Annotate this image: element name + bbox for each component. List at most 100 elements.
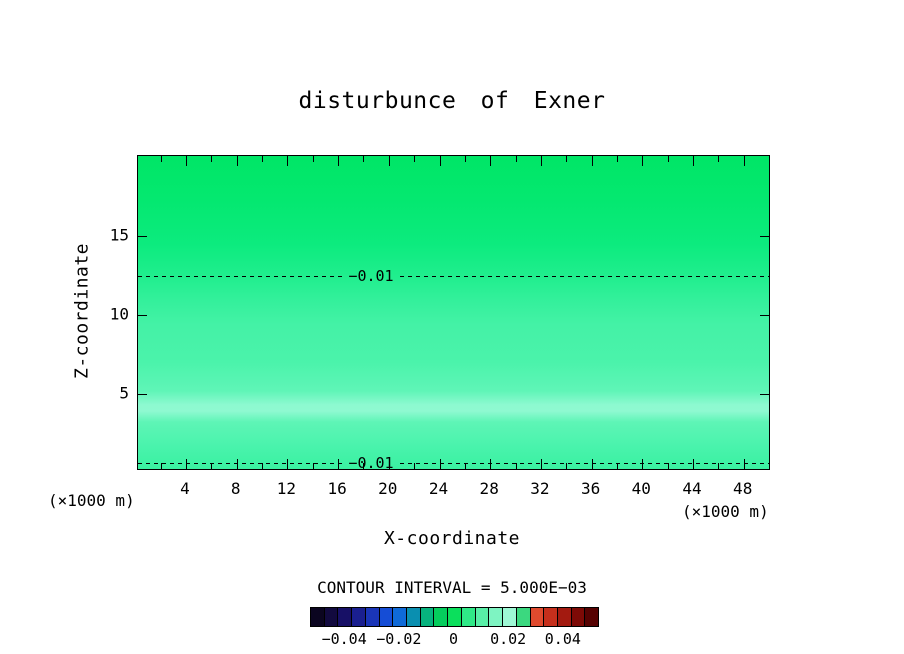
contour-line: [400, 462, 769, 464]
colorbar-tick-label: −0.04: [321, 630, 367, 648]
axis-tick: [515, 156, 517, 162]
colorbar-segment: [461, 608, 476, 626]
axis-tick: [540, 156, 542, 166]
axis-tick: [566, 463, 568, 469]
axis-tick: [236, 156, 238, 166]
y-axis-label: Z-coordinate: [71, 242, 93, 380]
contour-line: [138, 462, 342, 464]
contour-interval-text: CONTOUR INTERVAL = 5.000E−03: [317, 578, 587, 597]
axis-tick: [591, 156, 593, 166]
axis-tick: [363, 156, 365, 162]
axis-tick: [262, 156, 264, 162]
contour-line: [138, 275, 342, 277]
colorbar-segment: [475, 608, 490, 626]
axis-tick: [591, 459, 593, 469]
axis-tick: [338, 156, 340, 166]
axis-tick: [363, 463, 365, 469]
x-tick-label: 16: [327, 479, 347, 498]
colorbar-tick-label: 0: [448, 630, 459, 648]
axis-tick: [642, 459, 644, 469]
axis-tick: [760, 315, 769, 316]
axis-tick: [718, 156, 720, 162]
axis-tick: [464, 463, 466, 469]
axis-tick: [693, 156, 694, 166]
axis-tick: [287, 459, 289, 469]
axis-tick: [186, 459, 187, 469]
axis-tick: [693, 459, 694, 469]
axis-tick: [439, 459, 441, 469]
axis-unit-left: (×1000 m): [48, 491, 135, 510]
axis-tick: [667, 156, 669, 162]
axis-tick: [138, 394, 147, 395]
x-tick-label: 28: [479, 479, 499, 498]
colorbar: [310, 607, 599, 627]
colorbar-segment: [489, 608, 504, 626]
colorbar-segment: [324, 608, 339, 626]
colorbar-segment: [448, 608, 462, 626]
axis-tick: [439, 156, 441, 166]
axis-tick: [211, 463, 213, 469]
x-tick-label: 24: [428, 479, 449, 498]
colorbar-tick-label: −0.02: [376, 630, 422, 648]
axis-tick: [262, 463, 264, 469]
colorbar-segment: [516, 608, 531, 626]
axis-tick: [388, 156, 390, 166]
y-tick-label: 15: [109, 225, 129, 245]
axis-tick: [464, 156, 466, 162]
axis-tick: [160, 156, 162, 162]
axis-tick: [211, 156, 213, 162]
colorbar-segment: [585, 608, 599, 626]
axis-tick: [138, 236, 147, 237]
axis-tick: [138, 315, 147, 316]
colorbar-segment: [571, 608, 586, 626]
axis-tick: [760, 394, 769, 395]
axis-tick: [186, 156, 187, 166]
axis-tick: [718, 463, 720, 469]
x-tick-label: 4: [180, 479, 190, 498]
x-axis-label: X-coordinate: [383, 528, 521, 549]
axis-tick: [287, 156, 289, 166]
x-tick-label: 44: [682, 479, 702, 498]
axis-tick: [616, 463, 618, 469]
colorbar-segment: [338, 608, 353, 626]
colorbar-tick-label: 0.04: [544, 630, 581, 648]
axis-tick: [236, 459, 238, 469]
axis-tick: [760, 236, 769, 237]
axis-tick: [616, 156, 618, 162]
axis-tick: [515, 463, 517, 469]
axis-tick: [414, 463, 416, 469]
x-tick-label: 32: [530, 479, 550, 498]
contour-label: −0.01: [348, 454, 394, 473]
colorbar-segment: [544, 608, 558, 626]
axis-tick: [743, 156, 745, 166]
colorbar-tick-label: 0.02: [490, 630, 527, 648]
colorbar-segment: [503, 608, 517, 626]
x-tick-label: 48: [733, 479, 753, 498]
axis-tick: [312, 463, 314, 469]
x-tick-label: 8: [230, 479, 241, 498]
axis-tick: [338, 459, 340, 469]
contour-label: −0.01: [348, 267, 394, 285]
colorbar-segment: [420, 608, 435, 626]
x-tick-label: 36: [580, 479, 601, 498]
axis-tick: [490, 459, 492, 469]
chart-title: disturbunce of Exner: [298, 88, 606, 114]
axis-tick: [743, 459, 745, 469]
axis-tick: [388, 459, 390, 469]
y-tick-label: 10: [109, 304, 129, 324]
colorbar-segment: [352, 608, 366, 626]
axis-tick: [414, 156, 416, 162]
x-tick-label: 12: [276, 479, 297, 498]
x-tick-label: 40: [631, 479, 651, 498]
colorbar-segment: [393, 608, 408, 626]
axis-tick: [160, 463, 162, 469]
colorbar-segment: [530, 608, 545, 626]
colorbar-segment: [311, 608, 325, 626]
axis-tick: [312, 156, 314, 162]
axis-tick: [667, 463, 669, 469]
colorbar-segment: [407, 608, 421, 626]
axis-tick: [490, 156, 492, 166]
contour-line: [400, 275, 769, 277]
y-tick-label: 5: [119, 383, 129, 403]
